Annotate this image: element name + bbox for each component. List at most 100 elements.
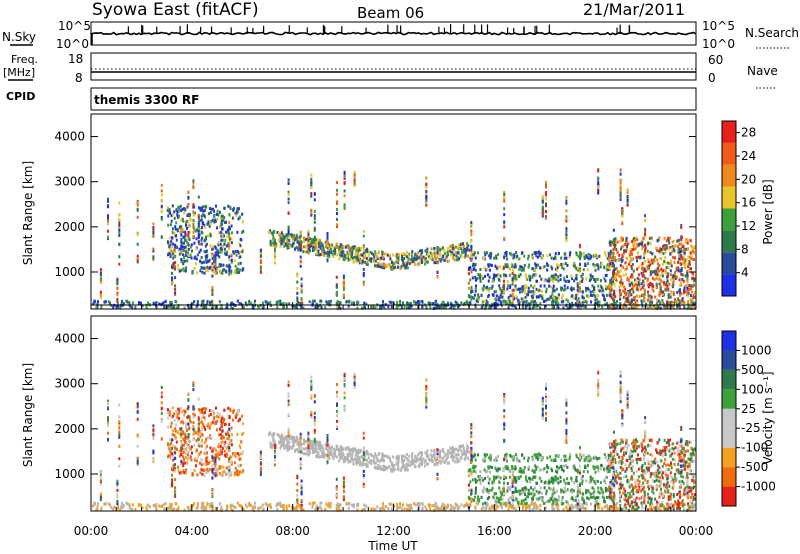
power-cell <box>228 221 231 224</box>
power-cell <box>655 268 658 272</box>
power-cell <box>616 272 619 275</box>
power-cell <box>360 247 362 251</box>
velocity-cell <box>171 507 174 511</box>
velocity-cell <box>166 408 169 412</box>
power-cell <box>638 283 641 287</box>
power-cell <box>141 304 144 308</box>
power-cell <box>575 273 578 277</box>
velocity-cell <box>220 436 223 440</box>
velocity-cell <box>605 503 608 507</box>
power-cell <box>192 213 195 217</box>
power-cell <box>666 246 668 250</box>
power-cell <box>296 272 299 276</box>
power-cell <box>690 294 692 298</box>
velocity-cell <box>212 447 215 451</box>
power-cell <box>587 257 590 261</box>
velocity-cell <box>606 505 609 509</box>
power-cell <box>425 189 428 193</box>
power-cell <box>298 239 301 243</box>
power-cell <box>237 268 240 272</box>
velocity-cell <box>232 505 235 508</box>
power-cell <box>519 273 522 277</box>
power-cell <box>355 260 358 264</box>
power-cell <box>407 302 410 306</box>
power-cell <box>692 293 695 297</box>
power-cell <box>274 247 276 251</box>
power-cell <box>566 275 569 279</box>
velocity-cell <box>208 426 211 430</box>
power-cell <box>460 247 463 251</box>
velocity-cell <box>173 507 175 511</box>
velocity-cell <box>281 439 284 443</box>
velocity-cell <box>662 506 665 510</box>
velocity-cell <box>167 443 169 447</box>
velocity-cell <box>450 505 453 509</box>
power-cell <box>469 278 472 282</box>
power-cell <box>539 251 542 255</box>
power-cell <box>327 300 330 303</box>
velocity-cell <box>389 502 392 506</box>
power-cell <box>498 265 501 269</box>
power-cell <box>420 256 423 260</box>
velocity-cell <box>222 465 225 469</box>
power-cell <box>555 275 558 279</box>
power-cell <box>567 306 570 310</box>
velocity-cell <box>527 504 530 508</box>
power-cell <box>174 276 177 280</box>
velocity-cell <box>206 424 209 428</box>
power-cell <box>335 253 338 257</box>
power-cell <box>275 242 278 246</box>
power-cell <box>626 296 629 300</box>
velocity-cell <box>220 466 222 470</box>
velocity-cell <box>475 501 478 505</box>
power-cell <box>642 293 645 297</box>
power-cell <box>185 266 188 270</box>
power-cell <box>295 305 298 309</box>
power-cell <box>583 256 586 260</box>
power-cell <box>510 301 513 305</box>
nsky-spikes <box>91 24 631 45</box>
power-cell <box>211 266 214 270</box>
power-cell <box>656 298 658 302</box>
power-cell <box>464 253 467 257</box>
power-cell <box>399 300 402 303</box>
power-cell <box>615 248 618 251</box>
velocity-cell <box>420 458 423 462</box>
velocity-cell <box>205 444 208 448</box>
power-cell <box>521 290 523 294</box>
power-cell <box>574 302 577 305</box>
power-cell <box>366 249 369 253</box>
power-cell <box>436 255 439 259</box>
velocity-cell <box>201 503 204 507</box>
power-cell <box>579 243 581 247</box>
power-cell <box>188 216 191 220</box>
power-cell <box>470 229 473 233</box>
power-cell <box>558 251 560 255</box>
power-cell <box>207 260 210 263</box>
power-cell <box>480 306 483 310</box>
power-cell <box>470 259 473 262</box>
velocity-cell <box>400 507 403 511</box>
power-cell <box>223 242 226 246</box>
velocity-cell <box>202 411 205 415</box>
velocity-cell <box>445 506 448 509</box>
power-cell <box>204 205 207 209</box>
velocity-cell <box>683 507 686 511</box>
power-cell <box>554 252 557 256</box>
power-cell <box>550 274 553 278</box>
power-cell <box>384 252 387 256</box>
velocity-cell <box>657 501 660 505</box>
power-cell <box>649 270 652 274</box>
power-cell <box>218 300 221 304</box>
power-cell <box>180 268 183 272</box>
power-cell <box>401 255 403 258</box>
power-cell <box>670 264 673 268</box>
power-cell <box>570 274 573 278</box>
power-cell <box>489 263 492 267</box>
power-cell <box>563 256 566 260</box>
power-cell <box>118 222 121 226</box>
velocity-cell <box>295 507 298 511</box>
power-cell <box>636 306 639 309</box>
power-cell <box>230 301 233 305</box>
power-cell <box>166 206 169 210</box>
